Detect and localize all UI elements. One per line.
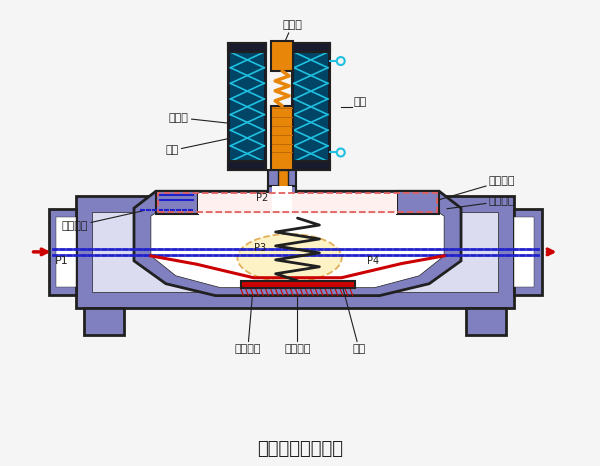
Bar (229, 43, 266, 52)
Text: P1: P1 (55, 256, 68, 266)
Text: 导阀阀座: 导阀阀座 (437, 176, 515, 200)
Bar (229, 43, 266, 171)
Text: 动铁心: 动铁心 (169, 113, 266, 127)
Bar (466, 308, 506, 336)
Bar (268, 186, 296, 211)
Bar (271, 106, 293, 171)
Bar (229, 161, 266, 171)
Bar (84, 308, 124, 336)
Text: 平衡孔道: 平衡孔道 (62, 211, 143, 231)
Bar (292, 43, 330, 52)
Bar (268, 171, 296, 196)
Text: P3: P3 (254, 243, 266, 253)
Bar (49, 209, 76, 295)
Bar (197, 193, 397, 214)
Text: 线圈: 线圈 (166, 138, 230, 156)
Ellipse shape (238, 234, 342, 282)
Bar (76, 196, 514, 308)
Bar (514, 209, 542, 295)
Bar (241, 281, 355, 288)
Text: 主阀阀芯: 主阀阀芯 (284, 294, 311, 354)
Bar (514, 217, 533, 287)
Text: 膜片: 膜片 (343, 288, 366, 354)
Text: 主阀阀座: 主阀阀座 (235, 294, 261, 354)
Bar (294, 52, 328, 161)
Bar (56, 217, 76, 287)
Bar (230, 52, 264, 161)
Bar (272, 186, 292, 211)
Text: 弹簧: 弹簧 (353, 97, 367, 107)
Text: P4: P4 (367, 256, 379, 266)
Bar (278, 171, 288, 196)
Text: 定铁心: 定铁心 (282, 20, 302, 46)
Bar (156, 191, 197, 214)
Text: 管道联系式电磁阀: 管道联系式电磁阀 (257, 440, 343, 458)
Polygon shape (134, 191, 461, 295)
Text: 泄压孔道: 泄压孔道 (447, 196, 515, 209)
Bar (271, 41, 293, 71)
Bar (92, 212, 498, 292)
Bar (292, 161, 330, 171)
Text: P2: P2 (256, 193, 268, 203)
Polygon shape (151, 206, 444, 288)
Bar (397, 191, 439, 214)
Bar (292, 43, 330, 171)
